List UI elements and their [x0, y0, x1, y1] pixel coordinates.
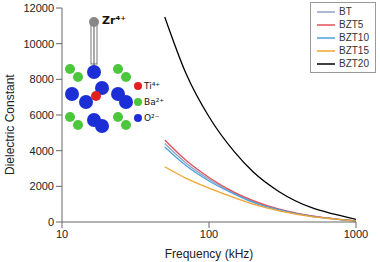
- svg-text:O²⁻: O²⁻: [144, 113, 160, 123]
- svg-text:Ti⁴⁺: Ti⁴⁺: [143, 81, 160, 91]
- svg-text:Frequency (kHz): Frequency (kHz): [165, 247, 254, 261]
- svg-text:6000: 6000: [30, 109, 54, 121]
- svg-text:4000: 4000: [30, 145, 54, 157]
- html-text:BZT20: BZT20: [339, 58, 369, 69]
- svg-text:Dielectric Constant: Dielectric Constant: [3, 74, 17, 175]
- svg-text:8000: 8000: [30, 73, 54, 85]
- svg-text:12000: 12000: [23, 2, 54, 14]
- svg-text:10: 10: [56, 228, 68, 240]
- svg-text:100: 100: [200, 228, 218, 240]
- svg-text:Ba²⁺: Ba²⁺: [144, 97, 164, 107]
- svg-text:2000: 2000: [30, 180, 54, 192]
- html-text:BT: BT: [339, 6, 352, 17]
- svg-text:0: 0: [48, 216, 54, 228]
- html-text:BZT15: BZT15: [339, 45, 369, 56]
- svg-text:Zr⁴⁺: Zr⁴⁺: [102, 14, 126, 27]
- svg-text:1000: 1000: [344, 228, 368, 240]
- html-text:BZT5: BZT5: [339, 19, 364, 30]
- html-text:BZT10: BZT10: [339, 32, 369, 43]
- svg-text:10000: 10000: [23, 38, 54, 50]
